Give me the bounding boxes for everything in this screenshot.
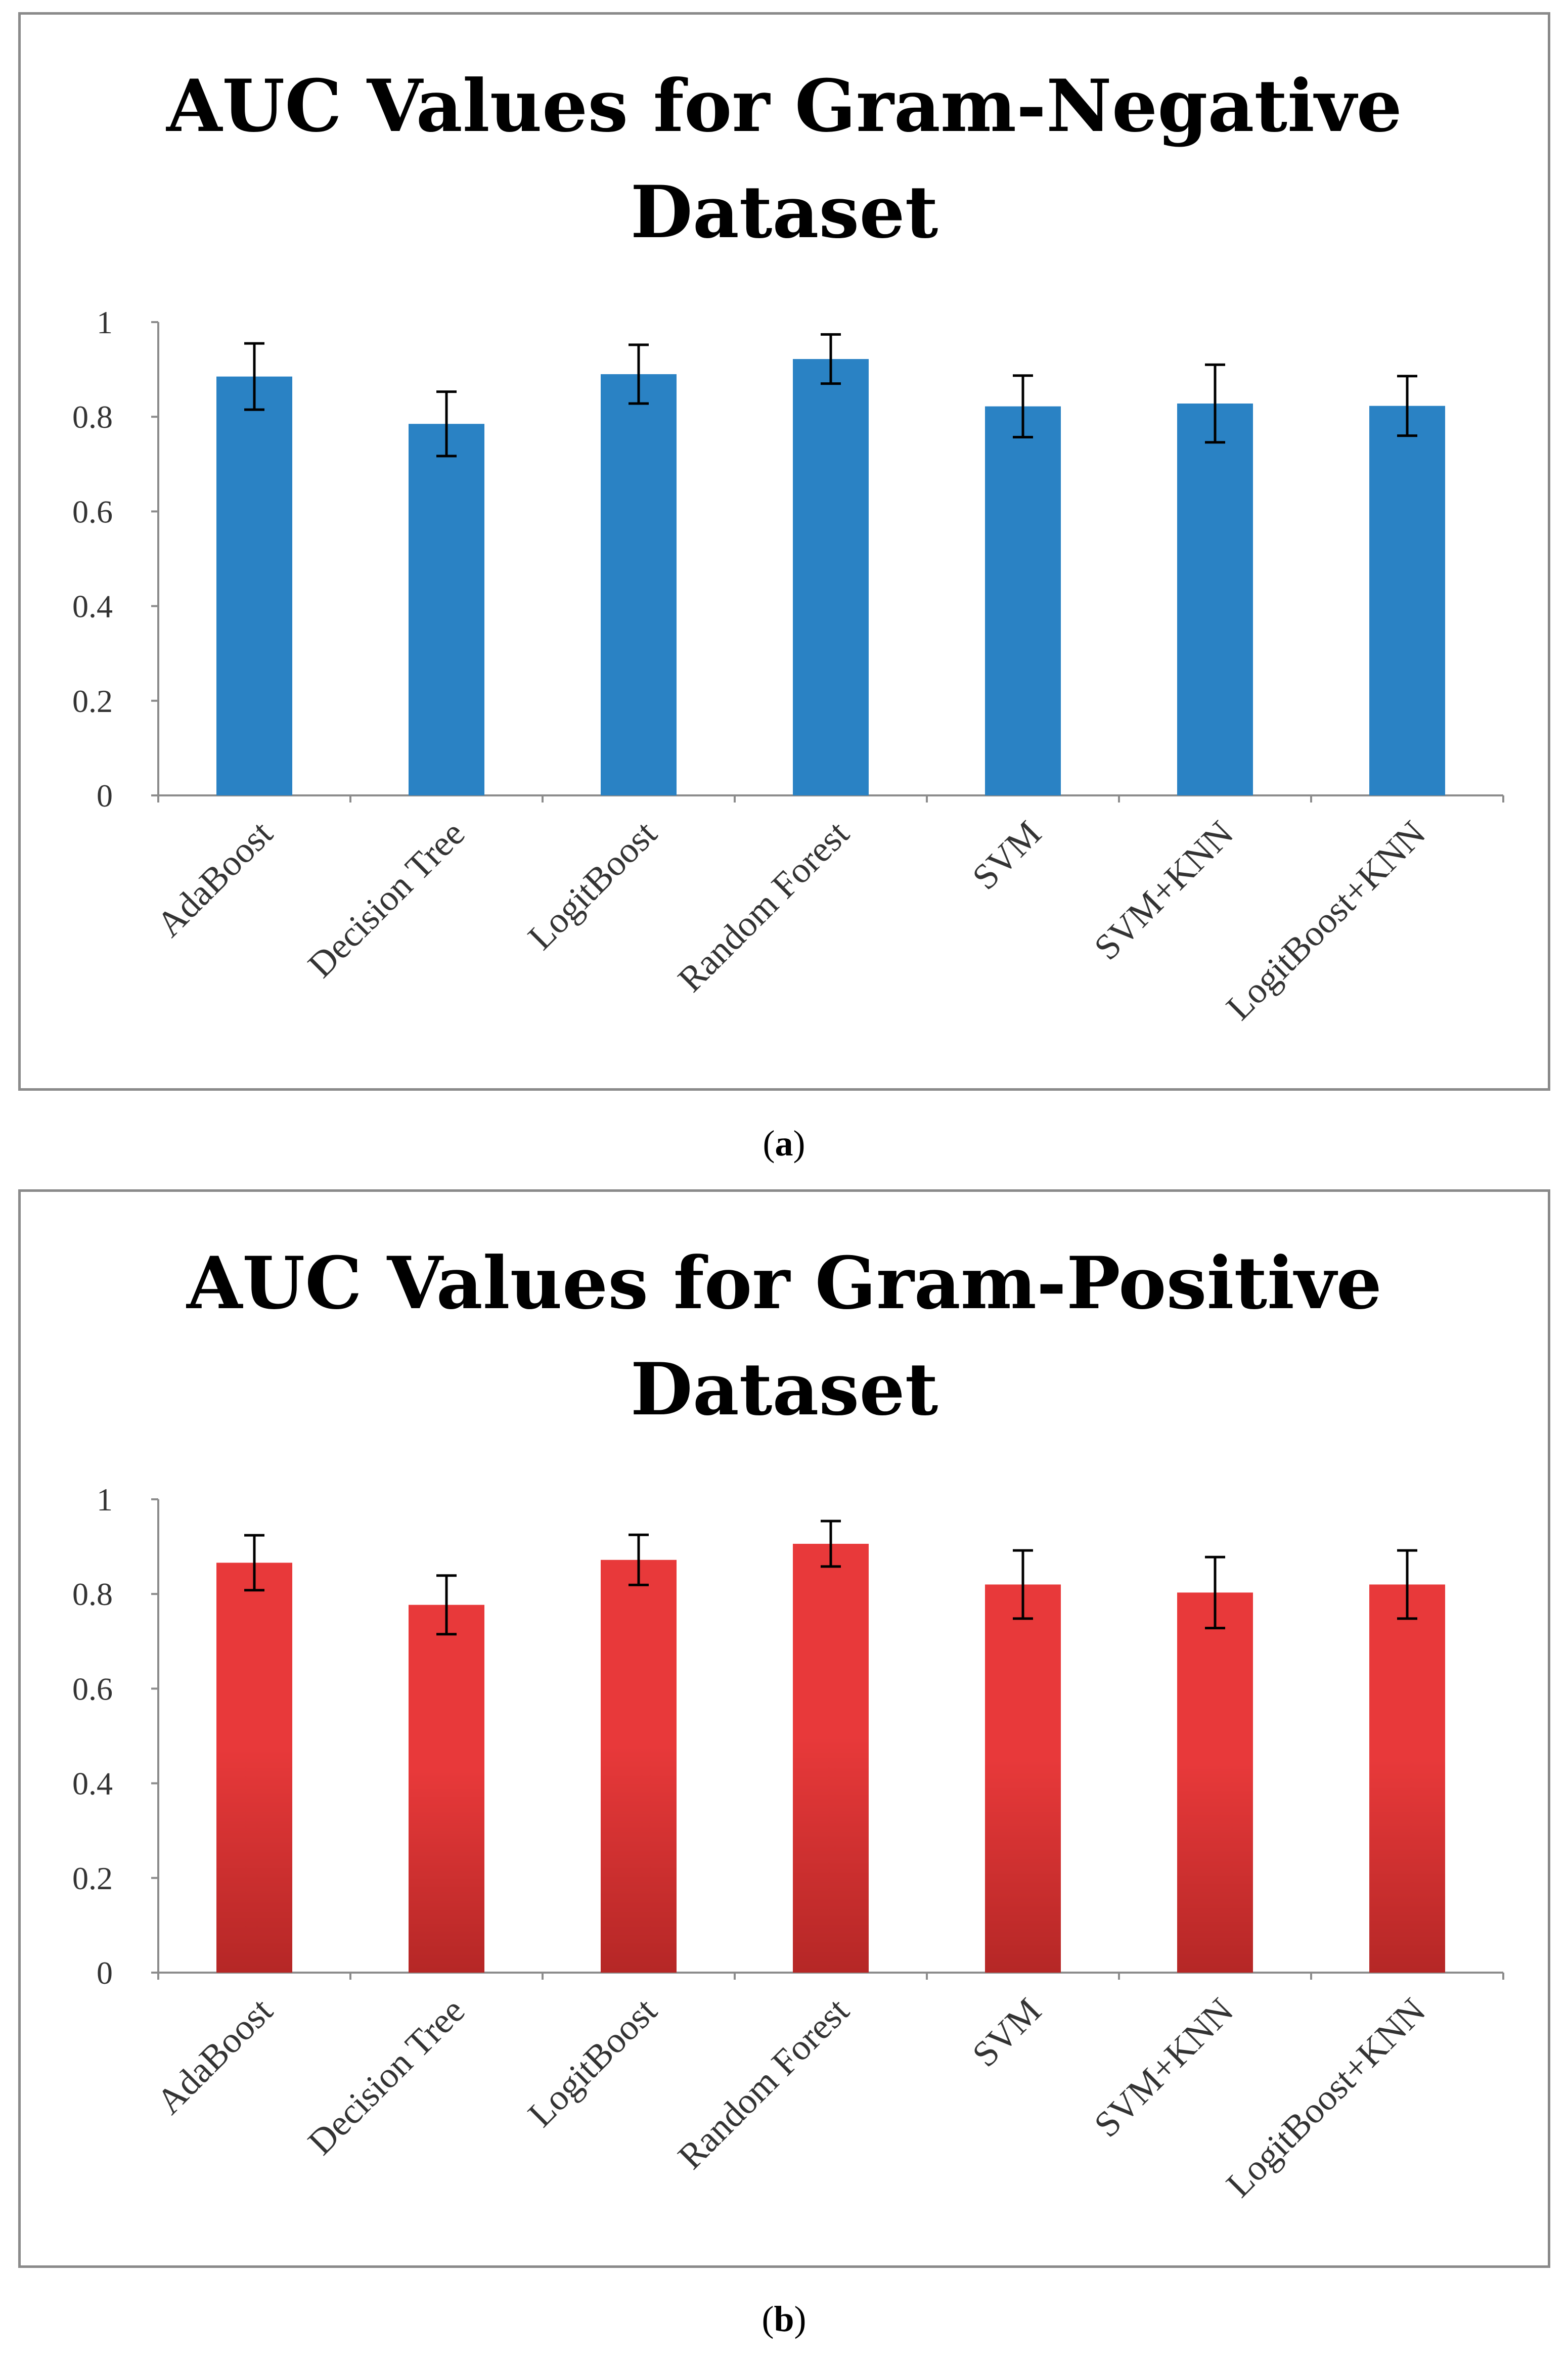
error-bar: [1013, 1549, 1033, 1620]
y-tick-label: 0.8: [72, 1576, 113, 1612]
x-category-label: LogitBoost: [520, 1990, 665, 2135]
bar-positive-1: [409, 1604, 484, 1973]
chart-title-line-1: AUC Values for Gram-Positive: [186, 1241, 1382, 1325]
x-category-label: Random Forest: [670, 1990, 857, 2177]
error-bar: [821, 333, 841, 385]
error-bar: [629, 343, 649, 405]
x-category-label: Random Forest: [670, 813, 857, 1000]
figure-caption-a: (a): [763, 1123, 805, 1164]
chart-gram-negative: AUC Values for Gram-Negative Dataset 0 0.2 0…: [72, 64, 1504, 1028]
x-category-label: AdaBoost: [149, 813, 280, 945]
y-tick-label: 0.8: [72, 399, 113, 435]
bar-negative-2: [601, 374, 677, 795]
y-tick-label: 0.2: [72, 1860, 113, 1896]
bar-positive-0: [216, 1563, 292, 1973]
bar-positive-5: [1177, 1592, 1253, 1973]
bar-positive-6: [1369, 1584, 1445, 1973]
bar-negative-4: [985, 406, 1061, 795]
x-category-label: Decision Tree: [300, 1990, 472, 2163]
figure-caption-b: (b): [761, 2299, 807, 2339]
error-bar: [1397, 1549, 1417, 1620]
x-category-label: LogitBoost+KNN: [1219, 1990, 1433, 2205]
error-bar: [244, 1534, 264, 1592]
error-bar: [436, 390, 457, 458]
x-category-label: Decision Tree: [300, 813, 472, 986]
bar-positive-2: [601, 1559, 677, 1973]
y-tick-label: 0.6: [72, 1671, 113, 1707]
caption-letter-b: b: [774, 2299, 794, 2339]
error-bar: [821, 1520, 841, 1568]
caption-letter-a: a: [775, 1123, 793, 1164]
chart-panel-gram-positive: AUC Values for Gram-Positive Dataset 0 0.2 0…: [18, 1189, 1550, 2268]
bar-negative-3: [793, 359, 869, 795]
x-category-label: SVM+KNN: [1086, 813, 1241, 968]
error-bar: [244, 342, 264, 411]
x-category-label: SVM: [964, 813, 1049, 898]
y-tick-label: 0.4: [72, 589, 113, 625]
y-tick-label: 0: [97, 778, 113, 814]
x-category-label: SVM+KNN: [1086, 1990, 1241, 2145]
bar-positive-3: [793, 1543, 869, 1973]
y-tick-label: 0.4: [72, 1766, 113, 1802]
y-tick-label: 0.2: [72, 683, 113, 719]
bar-positive-4: [985, 1584, 1061, 1973]
error-bar: [1205, 1555, 1225, 1630]
bar-negative-6: [1369, 406, 1445, 795]
y-tick-label: 1: [97, 1482, 113, 1518]
x-category-label: SVM: [964, 1990, 1049, 2075]
chart-gram-positive: AUC Values for Gram-Positive Dataset 0 0.2 0…: [72, 1241, 1504, 2205]
error-bar: [1013, 374, 1033, 438]
error-bar: [1205, 363, 1225, 444]
error-bar: [629, 1533, 649, 1586]
x-category-label: AdaBoost: [149, 1990, 280, 2122]
y-tick-label: 0: [97, 1955, 113, 1991]
bar-negative-5: [1177, 403, 1253, 795]
bar-negative-0: [216, 376, 292, 795]
bar-negative-1: [409, 424, 484, 795]
x-category-label: LogitBoost: [520, 813, 665, 958]
chart-title-line-1: AUC Values for Gram-Negative: [165, 64, 1402, 148]
chart-title-line-2: Dataset: [631, 170, 938, 254]
x-category-label: LogitBoost+KNN: [1219, 813, 1433, 1028]
error-bar: [1397, 375, 1417, 437]
y-tick-label: 1: [97, 304, 113, 340]
chart-panel-gram-negative: AUC Values for Gram-Negative Dataset 0 0.2 0…: [18, 12, 1550, 1091]
y-tick-label: 0.6: [72, 494, 113, 529]
chart-title-line-2: Dataset: [631, 1348, 938, 1432]
error-bar: [436, 1574, 457, 1636]
